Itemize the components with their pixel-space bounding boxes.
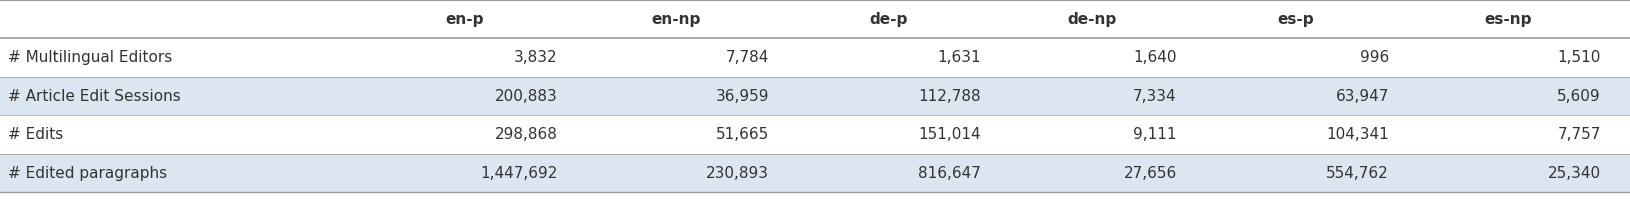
Text: # Edits: # Edits — [8, 127, 64, 142]
Text: # Article Edit Sessions: # Article Edit Sessions — [8, 89, 181, 104]
Text: 112,788: 112,788 — [919, 89, 981, 104]
Text: 7,757: 7,757 — [1557, 127, 1601, 142]
Text: 104,341: 104,341 — [1327, 127, 1389, 142]
Text: 7,334: 7,334 — [1133, 89, 1177, 104]
Text: 51,665: 51,665 — [716, 127, 769, 142]
Text: 5,609: 5,609 — [1557, 89, 1601, 104]
Text: 1,447,692: 1,447,692 — [481, 166, 557, 181]
Text: 1,510: 1,510 — [1557, 50, 1601, 65]
Text: 816,647: 816,647 — [918, 166, 981, 181]
Text: de-p: de-p — [869, 12, 908, 27]
Text: 25,340: 25,340 — [1547, 166, 1601, 181]
Text: 1,640: 1,640 — [1133, 50, 1177, 65]
Text: de-np: de-np — [1068, 12, 1117, 27]
Text: en-p: en-p — [445, 12, 484, 27]
Text: 996: 996 — [1359, 50, 1389, 65]
Text: 200,883: 200,883 — [496, 89, 557, 104]
Text: # Multilingual Editors: # Multilingual Editors — [8, 50, 173, 65]
Text: 3,832: 3,832 — [513, 50, 557, 65]
Text: 36,959: 36,959 — [716, 89, 769, 104]
Text: 63,947: 63,947 — [1335, 89, 1389, 104]
Text: 7,784: 7,784 — [725, 50, 769, 65]
Bar — [0, 115, 1630, 154]
Text: 27,656: 27,656 — [1123, 166, 1177, 181]
Bar — [0, 0, 1630, 39]
Bar — [0, 39, 1630, 77]
Bar — [0, 154, 1630, 192]
Bar — [0, 77, 1630, 115]
Text: 298,868: 298,868 — [494, 127, 557, 142]
Text: en-np: en-np — [652, 12, 701, 27]
Text: es-p: es-p — [1278, 12, 1314, 27]
Text: 230,893: 230,893 — [706, 166, 769, 181]
Text: 1,631: 1,631 — [937, 50, 981, 65]
Text: es-np: es-np — [1483, 12, 1532, 27]
Text: 554,762: 554,762 — [1327, 166, 1389, 181]
Text: # Edited paragraphs: # Edited paragraphs — [8, 166, 168, 181]
Text: 9,111: 9,111 — [1133, 127, 1177, 142]
Text: 151,014: 151,014 — [919, 127, 981, 142]
